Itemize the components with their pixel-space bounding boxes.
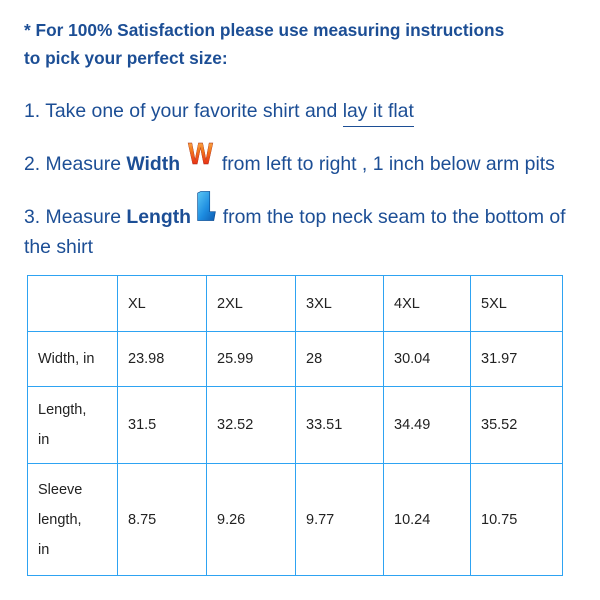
svg-text:W: W <box>188 136 214 170</box>
